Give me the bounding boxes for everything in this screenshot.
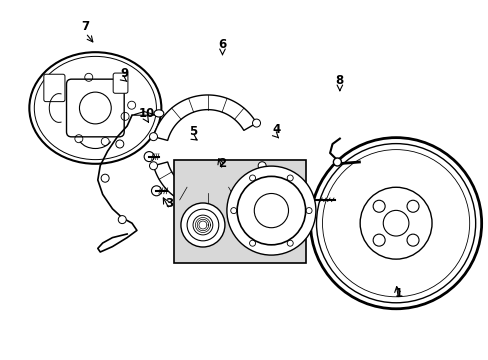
Circle shape	[149, 132, 157, 141]
Circle shape	[149, 162, 157, 170]
Text: 10: 10	[138, 107, 155, 120]
Circle shape	[237, 176, 305, 245]
Circle shape	[310, 138, 481, 309]
FancyBboxPatch shape	[44, 74, 65, 102]
Circle shape	[252, 119, 260, 127]
Polygon shape	[153, 162, 262, 207]
Circle shape	[333, 158, 341, 166]
Circle shape	[116, 140, 123, 148]
Text: 2: 2	[218, 157, 226, 170]
Text: 1: 1	[394, 287, 402, 300]
Text: 8: 8	[335, 75, 343, 87]
Text: 4: 4	[272, 123, 280, 136]
FancyBboxPatch shape	[113, 73, 128, 93]
FancyBboxPatch shape	[66, 79, 124, 137]
Ellipse shape	[29, 52, 161, 164]
Text: 9: 9	[121, 67, 128, 80]
Bar	[173, 160, 305, 263]
Circle shape	[151, 186, 161, 196]
Text: 5: 5	[189, 125, 197, 138]
Text: 7: 7	[81, 21, 89, 33]
Polygon shape	[153, 95, 256, 140]
Ellipse shape	[154, 110, 163, 117]
Circle shape	[118, 216, 126, 224]
Circle shape	[101, 174, 109, 182]
Polygon shape	[132, 112, 156, 115]
Text: 3: 3	[165, 197, 173, 210]
Circle shape	[258, 162, 265, 170]
Text: 6: 6	[218, 39, 226, 51]
Circle shape	[226, 166, 315, 255]
Circle shape	[144, 152, 154, 162]
Circle shape	[181, 203, 224, 247]
